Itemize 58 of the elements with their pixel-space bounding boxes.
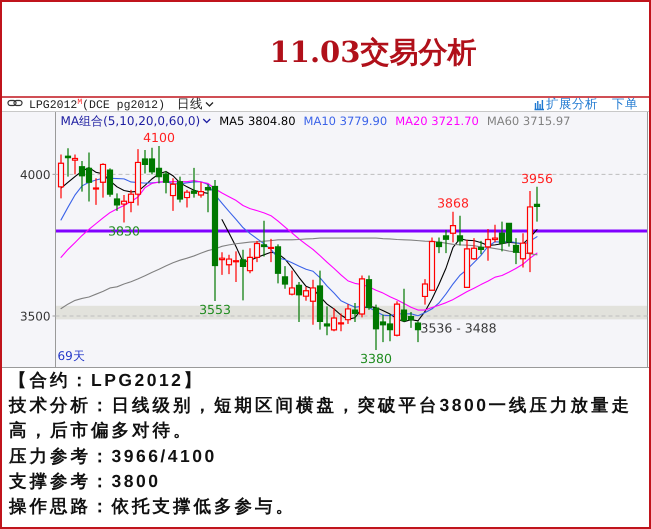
text: 支撑参考：3800	[9, 470, 162, 493]
candlestick	[190, 167, 198, 198]
band-label: 3536 - 3488	[420, 320, 497, 336]
candlestick	[100, 162, 106, 198]
text: 下单	[612, 96, 638, 111]
candlestick	[296, 281, 302, 323]
candlestick	[288, 270, 296, 296]
annotation: 3956	[521, 170, 553, 186]
candlestick	[184, 189, 190, 208]
text: MA20 3721.70	[395, 114, 479, 128]
annotation: 3830	[108, 224, 140, 238]
text: 扩展分析	[546, 96, 598, 111]
candlestick	[58, 154, 64, 200]
text: 【合约：LPG2012】	[9, 369, 205, 392]
candlestick	[274, 244, 282, 284]
candlestick	[478, 240, 484, 255]
candlestick	[170, 178, 176, 212]
candlestick	[114, 192, 120, 212]
candlestick	[72, 154, 78, 175]
candlestick	[534, 186, 540, 222]
annotation: 3868	[437, 196, 469, 211]
chart-title: 11.03交易分析	[270, 35, 476, 69]
candlestick	[198, 182, 204, 198]
text: MA60 3715.97	[486, 114, 570, 128]
annotation: 69天	[58, 349, 85, 363]
text: MA10 3779.90	[304, 114, 388, 128]
text: 操作思路：依托支撑低多参与。	[9, 495, 297, 518]
candlestick	[352, 302, 358, 323]
candlestick	[260, 220, 268, 258]
candlestick	[512, 237, 520, 265]
candlestick	[442, 229, 450, 254]
candlestick	[394, 300, 400, 337]
candlestick	[324, 306, 330, 336]
candlestick	[450, 211, 456, 243]
candlestick	[176, 176, 184, 203]
candlestick	[268, 238, 274, 263]
annotation: 4100	[143, 130, 175, 145]
candlestick	[316, 270, 324, 330]
candlestick	[64, 148, 72, 178]
candlestick	[358, 274, 366, 318]
candlestick	[344, 304, 352, 325]
candlestick	[92, 178, 100, 206]
chart-subtitle: LPG2012$^{M}$(DCE pg2012)	[29, 98, 165, 112]
text: 压力参考：3966/4100	[9, 444, 218, 468]
candlestick	[414, 320, 422, 343]
candlestick	[456, 215, 464, 246]
candlestick	[282, 266, 288, 290]
text: MA5 3804.80	[219, 114, 296, 128]
text: 技术分析：日线级别，短期区间横盘，突破平台3800一线压力放量走高，后市偏多对待。	[9, 394, 633, 442]
y-tick-label: 3500	[20, 310, 50, 324]
annotation: 3553	[199, 302, 231, 317]
candlestick	[106, 168, 114, 198]
y-tick-label: 4000	[20, 168, 50, 182]
annotation: 3380	[360, 351, 392, 366]
candlestick	[436, 236, 442, 254]
text: 日线	[176, 96, 203, 111]
candlestick	[240, 249, 246, 302]
legend-title: MA组合(5,10,20,0,60,0)	[60, 114, 200, 128]
